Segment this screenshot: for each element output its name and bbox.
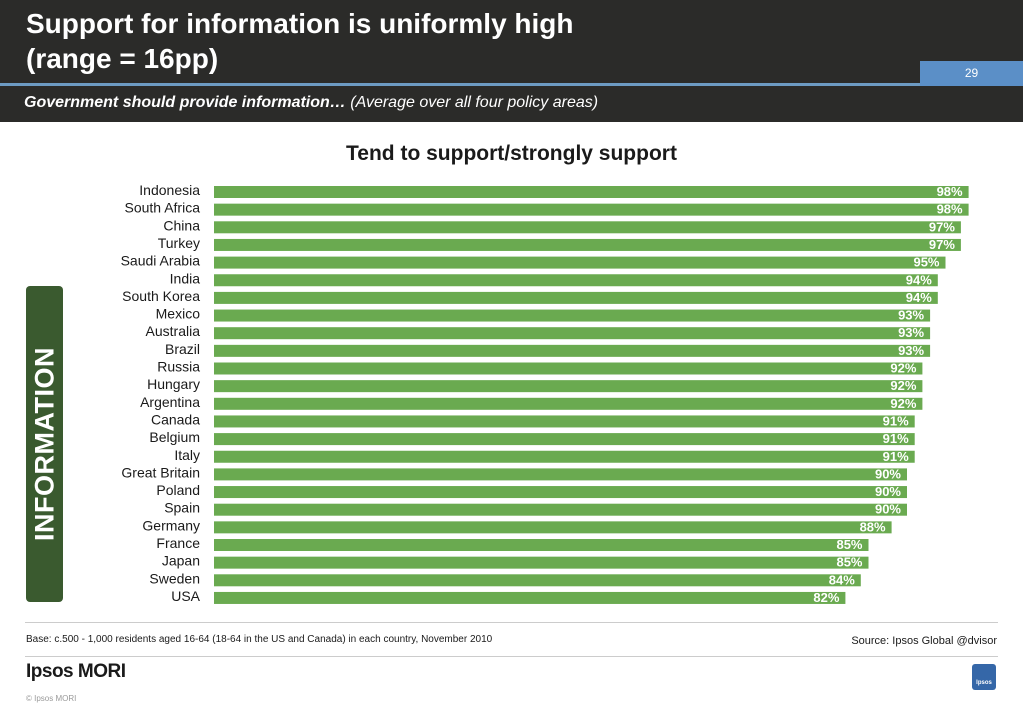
- data-label: 82%: [813, 590, 839, 605]
- data-label: 97%: [929, 237, 955, 252]
- data-label: 98%: [937, 184, 963, 199]
- category-label: Russia: [157, 359, 200, 375]
- category-label: USA: [171, 588, 200, 604]
- bar: [214, 503, 907, 516]
- category-label: India: [170, 270, 201, 286]
- category-label: China: [163, 217, 200, 233]
- data-label: 91%: [883, 413, 909, 428]
- bar: [214, 256, 946, 269]
- subtitle-bold: Government should provide information…: [24, 94, 346, 111]
- data-label: 84%: [829, 572, 855, 587]
- category-label: Italy: [174, 447, 200, 463]
- bar: [214, 309, 931, 322]
- ipsos-logo-mark: Ipsos: [972, 664, 996, 690]
- subtitle-rest: (Average over all four policy areas): [345, 94, 599, 111]
- page-title: Support for information is uniformly hig…: [26, 6, 846, 76]
- category-label: Hungary: [147, 376, 200, 392]
- page-title-line2: (range = 16pp): [26, 43, 219, 74]
- data-label: 94%: [906, 272, 932, 287]
- data-label: 92%: [890, 396, 916, 411]
- data-label: 91%: [883, 431, 909, 446]
- bar: [214, 397, 923, 410]
- bar: [214, 380, 923, 393]
- category-label: France: [156, 535, 200, 551]
- category-label: Poland: [156, 482, 200, 498]
- category-label: Sweden: [149, 570, 200, 586]
- bar: [214, 291, 938, 304]
- category-label: South Africa: [125, 200, 201, 216]
- category-label: Belgium: [149, 429, 200, 445]
- accent-line: [0, 83, 1023, 86]
- data-label: 94%: [906, 290, 932, 305]
- category-label: Mexico: [156, 306, 201, 322]
- data-label: 90%: [875, 484, 901, 499]
- category-label: Canada: [151, 411, 200, 427]
- bar: [214, 221, 961, 234]
- bar-chart: Indonesia 98% South Africa 98% China 97% Turke…: [121, 182, 969, 605]
- data-label: 97%: [929, 219, 955, 234]
- bar: [214, 327, 931, 340]
- ipsos-mori-logo: Ipsos MORI: [26, 661, 126, 682]
- category-label: Spain: [164, 500, 200, 516]
- base-note: Base: c.500 - 1,000 residents aged 16-64…: [26, 634, 493, 645]
- data-label: 98%: [937, 202, 963, 217]
- category-label: Brazil: [165, 341, 200, 357]
- data-label: 93%: [898, 325, 924, 340]
- bar: [214, 203, 969, 216]
- data-label: 93%: [898, 343, 924, 358]
- slide-subtitle: Government should provide information… (…: [24, 94, 598, 112]
- data-label: 95%: [913, 255, 939, 270]
- section-side-tab: INFORMATION: [26, 286, 63, 602]
- bar: [214, 591, 846, 604]
- data-label: 85%: [836, 537, 862, 552]
- data-label: 93%: [898, 308, 924, 323]
- data-label: 92%: [890, 361, 916, 376]
- category-label: Japan: [162, 553, 200, 569]
- bar: [214, 450, 915, 463]
- data-label: 85%: [836, 555, 862, 570]
- category-label: Germany: [142, 517, 200, 533]
- footer-divider-bottom: [25, 656, 998, 657]
- page-title-line1: Support for information is uniformly hig…: [26, 8, 574, 39]
- bar: [214, 433, 915, 446]
- bar: [214, 556, 869, 569]
- category-label: Saudi Arabia: [121, 253, 201, 269]
- category-label: Australia: [146, 323, 201, 339]
- category-label: South Korea: [122, 288, 200, 304]
- page-number: 29: [920, 61, 1023, 86]
- footer-divider-top: [25, 622, 998, 623]
- category-label: Argentina: [140, 394, 200, 410]
- header-bar: Support for information is uniformly hig…: [0, 0, 1023, 122]
- category-label: Great Britain: [121, 464, 200, 480]
- bar: [214, 274, 938, 287]
- source-note: Source: Ipsos Global @dvisor: [851, 635, 997, 647]
- data-label: 91%: [883, 449, 909, 464]
- category-label: Indonesia: [139, 182, 200, 198]
- bar: [214, 521, 892, 534]
- bar: [214, 362, 923, 375]
- data-label: 90%: [875, 466, 901, 481]
- data-label: 90%: [875, 502, 901, 517]
- bar: [214, 539, 869, 551]
- bar: [214, 415, 915, 428]
- category-label: Turkey: [158, 235, 200, 251]
- bar: [214, 186, 969, 198]
- bar: [214, 486, 907, 499]
- bar: [214, 238, 961, 251]
- bar: [214, 344, 931, 357]
- bar: [214, 574, 861, 587]
- copyright: © Ipsos MORI: [26, 694, 77, 703]
- data-label: 88%: [860, 519, 886, 534]
- chart-title: Tend to support/strongly support: [346, 142, 677, 165]
- bar: [214, 468, 907, 481]
- data-label: 92%: [890, 378, 916, 393]
